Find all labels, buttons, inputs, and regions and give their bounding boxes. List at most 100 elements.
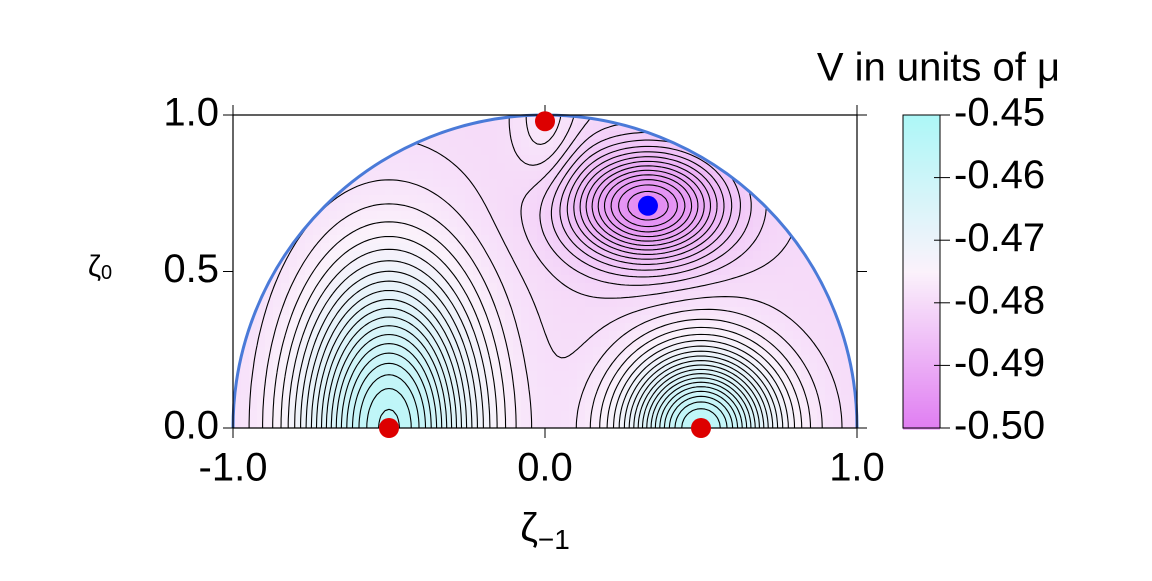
field-cell	[833, 171, 842, 180]
field-cell	[497, 307, 506, 316]
field-cell	[737, 227, 746, 236]
field-cell	[513, 419, 522, 428]
field-cell	[649, 355, 658, 364]
field-cell	[233, 219, 242, 228]
field-cell	[361, 419, 370, 428]
colorbar-cell	[903, 259, 940, 262]
field-cell	[569, 195, 578, 204]
field-cell	[521, 187, 530, 196]
field-cell	[729, 179, 738, 188]
field-cell	[585, 171, 594, 180]
field-cell	[681, 227, 690, 236]
field-cell	[329, 219, 338, 228]
field-cell	[465, 131, 474, 140]
field-cell	[337, 331, 346, 340]
field-cell	[617, 235, 626, 244]
field-cell	[313, 283, 322, 292]
field-cell	[425, 219, 434, 228]
field-cell	[425, 139, 434, 148]
field-cell	[537, 307, 546, 316]
field-cell	[329, 251, 338, 260]
field-cell	[321, 227, 330, 236]
field-cell	[433, 147, 442, 156]
field-cell	[585, 219, 594, 228]
field-cell	[577, 251, 586, 260]
field-cell	[649, 347, 658, 356]
field-cell	[665, 355, 674, 364]
field-cell	[505, 395, 514, 404]
colorbar-cell	[903, 313, 940, 316]
field-cell	[273, 179, 282, 188]
field-cell	[785, 115, 794, 124]
field-cell	[833, 371, 842, 380]
field-cell	[497, 211, 506, 220]
field-cell	[529, 219, 538, 228]
field-cell	[569, 387, 578, 396]
field-cell	[257, 259, 266, 268]
field-cell	[297, 355, 306, 364]
field-cell	[697, 171, 706, 180]
field-cell	[793, 411, 802, 420]
field-cell	[345, 235, 354, 244]
colorbar-cell	[903, 203, 940, 206]
field-cell	[769, 299, 778, 308]
field-cell	[633, 163, 642, 172]
field-cell	[841, 219, 850, 228]
field-cell	[273, 195, 282, 204]
field-cell	[369, 195, 378, 204]
field-cell	[833, 139, 842, 148]
field-cell	[265, 203, 274, 212]
field-cell	[497, 395, 506, 404]
field-cell	[633, 203, 642, 212]
field-cell	[617, 267, 626, 276]
field-cell	[801, 339, 810, 348]
field-cell	[281, 179, 290, 188]
field-cell	[585, 299, 594, 308]
field-cell	[649, 259, 658, 268]
field-cell	[441, 323, 450, 332]
field-cell	[393, 251, 402, 260]
field-cell	[401, 179, 410, 188]
field-cell	[353, 259, 362, 268]
field-cell	[697, 379, 706, 388]
field-cell	[593, 171, 602, 180]
field-cell	[233, 227, 242, 236]
field-cell	[385, 411, 394, 420]
field-cell	[329, 387, 338, 396]
field-cell	[617, 403, 626, 412]
field-cell	[505, 363, 514, 372]
field-cell	[537, 259, 546, 268]
field-cell	[785, 195, 794, 204]
field-cell	[385, 227, 394, 236]
field-cell	[401, 371, 410, 380]
field-cell	[521, 131, 530, 140]
field-cell	[497, 243, 506, 252]
field-cell	[257, 243, 266, 252]
field-cell	[641, 243, 650, 252]
field-cell	[841, 171, 850, 180]
field-cell	[273, 379, 282, 388]
field-cell	[265, 211, 274, 220]
field-cell	[409, 371, 418, 380]
field-cell	[353, 307, 362, 316]
field-cell	[337, 179, 346, 188]
field-cell	[257, 251, 266, 260]
field-cell	[553, 147, 562, 156]
field-cell	[737, 323, 746, 332]
field-cell	[609, 203, 618, 212]
field-cell	[409, 323, 418, 332]
field-cell	[249, 251, 258, 260]
y-tick-label: 0.0	[163, 404, 219, 448]
field-cell	[481, 243, 490, 252]
field-cell	[809, 123, 818, 132]
contour-line	[597, 169, 699, 242]
field-cell	[281, 203, 290, 212]
field-cell	[369, 331, 378, 340]
field-cell	[481, 131, 490, 140]
contour-line	[585, 160, 712, 251]
field-cell	[513, 395, 522, 404]
field-cell	[673, 291, 682, 300]
field-cell	[849, 267, 857, 276]
field-cell	[745, 123, 754, 132]
field-cell	[657, 411, 666, 420]
